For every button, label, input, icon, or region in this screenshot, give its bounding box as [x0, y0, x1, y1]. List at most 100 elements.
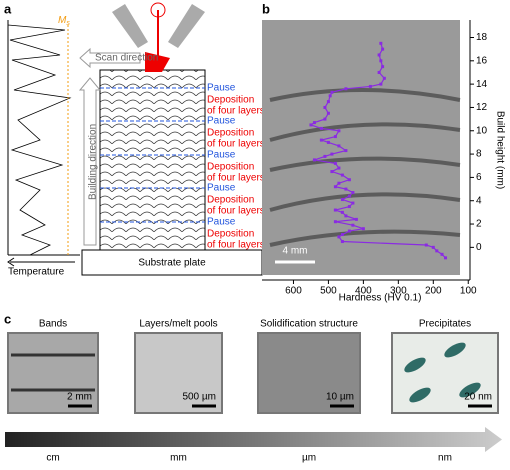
point: [344, 214, 348, 218]
y-label: Build height (mm): [494, 111, 505, 189]
point: [323, 117, 327, 121]
build-arrow: [78, 77, 102, 246]
length-label: mm: [170, 453, 187, 464]
point: [330, 152, 334, 156]
point: [333, 220, 337, 224]
precipitate: [404, 357, 426, 373]
point: [337, 181, 341, 185]
laser-source: [150, 2, 166, 18]
point: [361, 227, 365, 231]
point: [368, 84, 372, 88]
point: [330, 90, 334, 94]
point: [333, 135, 337, 139]
length-label: µm: [302, 453, 316, 464]
point: [377, 53, 381, 57]
point: [340, 173, 344, 177]
build-block: [99, 69, 206, 251]
point: [344, 87, 348, 91]
x-tick-label: 300: [390, 286, 407, 297]
point: [351, 223, 355, 227]
scale-label: 4 mm: [283, 246, 308, 257]
bands: [269, 88, 461, 247]
deposition-label: Deposition: [207, 162, 254, 173]
point: [337, 166, 341, 170]
y-tick-label: 14: [476, 79, 488, 90]
y-tick-label: 16: [476, 55, 488, 66]
panel-label: a: [4, 1, 12, 16]
pause-label: Pause: [207, 217, 236, 228]
point: [347, 205, 351, 209]
temperature-curve: [7, 24, 72, 256]
point: [379, 82, 383, 86]
y-tick-label: 12: [476, 102, 488, 113]
axis: [7, 20, 80, 256]
point: [309, 123, 313, 127]
precipitate: [459, 382, 481, 398]
x-tick-label: 400: [355, 286, 372, 297]
point: [337, 235, 341, 239]
image-title: Precipitates: [419, 319, 471, 330]
temp-arrow: [7, 257, 75, 267]
point: [326, 100, 330, 104]
nozzles: [112, 4, 205, 48]
deposition-label: of four layers: [207, 240, 265, 251]
point: [330, 170, 334, 174]
x-tick-label: 500: [320, 286, 337, 297]
x-label: Hardness (HV 0.1): [339, 293, 422, 304]
image: [134, 332, 223, 414]
point: [351, 191, 355, 195]
pause-label: Pause: [207, 183, 236, 194]
scale-label: 500 µm: [182, 392, 216, 403]
ms-label: Ms: [58, 15, 70, 27]
image-title: Solidification structure: [260, 319, 358, 330]
point: [340, 233, 344, 237]
scale-label: 10 µm: [326, 392, 354, 403]
x-tick-label: 200: [425, 286, 442, 297]
point: [344, 187, 348, 191]
substrate-label: Substrate plate: [138, 258, 206, 269]
panel-label: b: [262, 1, 270, 16]
point: [328, 94, 332, 98]
point: [340, 210, 344, 214]
deposition-label: Deposition: [207, 128, 254, 139]
point: [340, 240, 344, 244]
point: [323, 105, 327, 109]
micrograph: [262, 20, 460, 275]
point: [347, 229, 351, 233]
point: [326, 140, 330, 144]
scan-label: Scan direction: [95, 53, 158, 64]
pause-label: Pause: [207, 150, 236, 161]
point: [435, 249, 439, 253]
point: [440, 252, 444, 256]
point: [337, 129, 341, 133]
length-label: nm: [438, 453, 452, 464]
point: [381, 65, 385, 69]
x-tick-label: 600: [285, 286, 302, 297]
x-tick-label: 100: [460, 286, 477, 297]
image-title: Bands: [39, 319, 67, 330]
scale-label: 2 mm: [67, 392, 92, 403]
precipitate: [409, 387, 431, 403]
length-arrow: [5, 427, 502, 452]
point: [333, 208, 337, 212]
point: [344, 149, 348, 153]
precipitate: [444, 342, 466, 358]
substrate: [81, 249, 263, 276]
point: [312, 121, 316, 125]
point: [424, 243, 428, 247]
point: [431, 245, 435, 249]
y-tick-label: 18: [476, 32, 488, 43]
temperature-label: Temperature: [8, 267, 65, 278]
point: [319, 126, 323, 130]
point: [379, 59, 383, 63]
scan-arrow: [79, 47, 141, 69]
image: [7, 332, 99, 414]
image-title: Layers/melt pools: [139, 319, 217, 330]
point: [340, 198, 344, 202]
deposition-label: of four layers: [207, 206, 265, 217]
point: [333, 185, 337, 189]
y-tick-label: 0: [476, 242, 482, 253]
y-tick-label: 8: [476, 149, 482, 160]
deposition-label: of four layers: [207, 173, 265, 184]
